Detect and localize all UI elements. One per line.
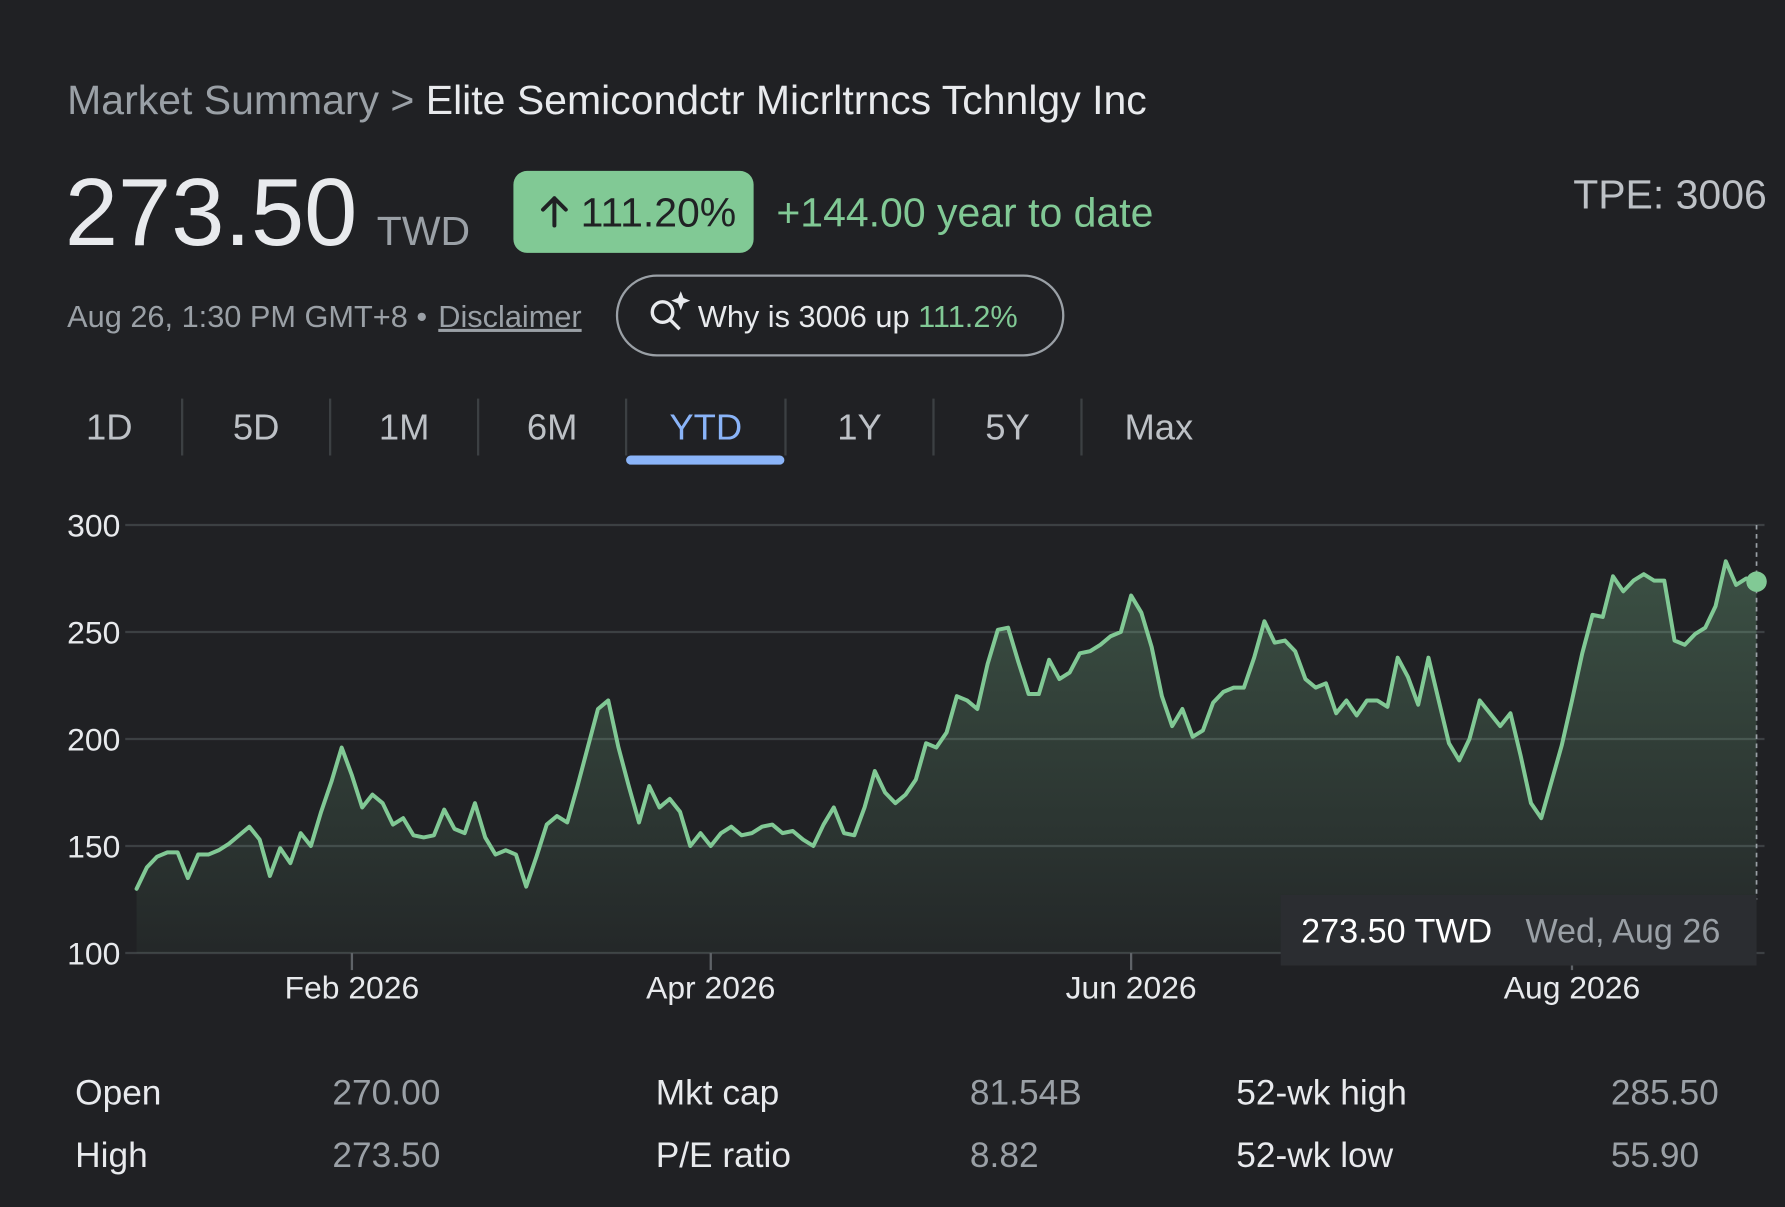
breadcrumb-separator: > — [390, 77, 414, 123]
range-tab[interactable]: 1D — [86, 407, 133, 448]
stat-value: 273.50 — [332, 1136, 440, 1175]
ticker: TPE: 3006 — [1573, 171, 1767, 217]
hover-point — [1746, 571, 1767, 592]
range-tab[interactable]: 5Y — [985, 407, 1030, 448]
timestamp: Aug 26, 1:30 PM GMT+8 • — [67, 299, 427, 334]
why-text[interactable]: Why is 3006 up 111.2% — [698, 299, 1018, 334]
range-tab[interactable]: 5D — [233, 407, 280, 448]
change-ytd: +144.00 year to date — [776, 190, 1153, 236]
range-tab[interactable]: 1M — [379, 407, 430, 448]
x-tick-label: Jun 2026 — [1066, 970, 1197, 1006]
range-tab[interactable]: Max — [1124, 407, 1193, 448]
company-name: Elite Semicondctr Micrltrncs Tchnlgy Inc — [426, 77, 1147, 123]
search-spark-icon — [650, 291, 691, 331]
y-tick-label: 250 — [67, 614, 120, 650]
y-tick-label: 150 — [67, 828, 120, 864]
stat-label: 52-wk high — [1236, 1073, 1407, 1112]
stat-value: 285.50 — [1611, 1073, 1719, 1112]
stats-table: Open 270.00 Mkt cap 81.54B 52-wk high 285.50 H… — [75, 1073, 1719, 1175]
breadcrumb: Market Summary > Elite Semicondctr Micrl… — [67, 77, 1147, 123]
currency: TWD — [377, 208, 470, 254]
price-line — [134, 559, 1759, 891]
why-label: Why is 3006 up — [698, 299, 910, 334]
selected-tab-indicator — [626, 455, 785, 465]
stat-value: 81.54B — [970, 1073, 1082, 1112]
range-tab[interactable]: 6M — [527, 407, 578, 448]
range-tab[interactable]: 1Y — [837, 407, 882, 448]
tooltip-date: Wed, Aug 26 — [1525, 913, 1720, 951]
why-percent: 111.2% — [918, 299, 1018, 334]
stat-label: Open — [75, 1073, 161, 1112]
y-tick-label: 300 — [67, 507, 120, 543]
breadcrumb-root[interactable]: Market Summary — [67, 77, 379, 123]
area — [136, 561, 1757, 953]
x-tick-label: Aug 2026 — [1504, 970, 1640, 1006]
stat-value: 270.00 — [332, 1073, 440, 1112]
range-tabs: 1D 5D 1M 6M YTD 1Y 5Y Max — [86, 398, 1193, 465]
y-tick-label: 100 — [67, 935, 120, 971]
tooltip-value: 273.50 TWD — [1301, 913, 1492, 951]
price: 273.50 — [65, 159, 357, 266]
why-button[interactable] — [615, 274, 1065, 357]
stat-label: High — [75, 1136, 148, 1175]
stat-label: Mkt cap — [656, 1073, 780, 1112]
chart: 100 150 200 250 300 Feb 2026 Apr 2026 Jun 2026 A… — [67, 507, 1767, 1006]
up-arrow-icon — [541, 196, 568, 228]
stat-label: 52-wk low — [1236, 1136, 1393, 1175]
x-tick-label: Apr 2026 — [646, 970, 775, 1006]
change-pill — [513, 170, 754, 253]
stat-label: P/E ratio — [656, 1136, 791, 1175]
tooltip-box — [1280, 894, 1757, 966]
y-tick-label: 200 — [67, 721, 120, 757]
disclaimer-link[interactable]: Disclaimer — [438, 299, 581, 334]
stat-value: 55.90 — [1611, 1136, 1699, 1175]
change-percent: 111.20% — [581, 190, 737, 236]
stat-value: 8.82 — [970, 1136, 1039, 1175]
range-tab[interactable]: YTD — [669, 407, 742, 448]
x-tick-label: Feb 2026 — [285, 970, 420, 1006]
